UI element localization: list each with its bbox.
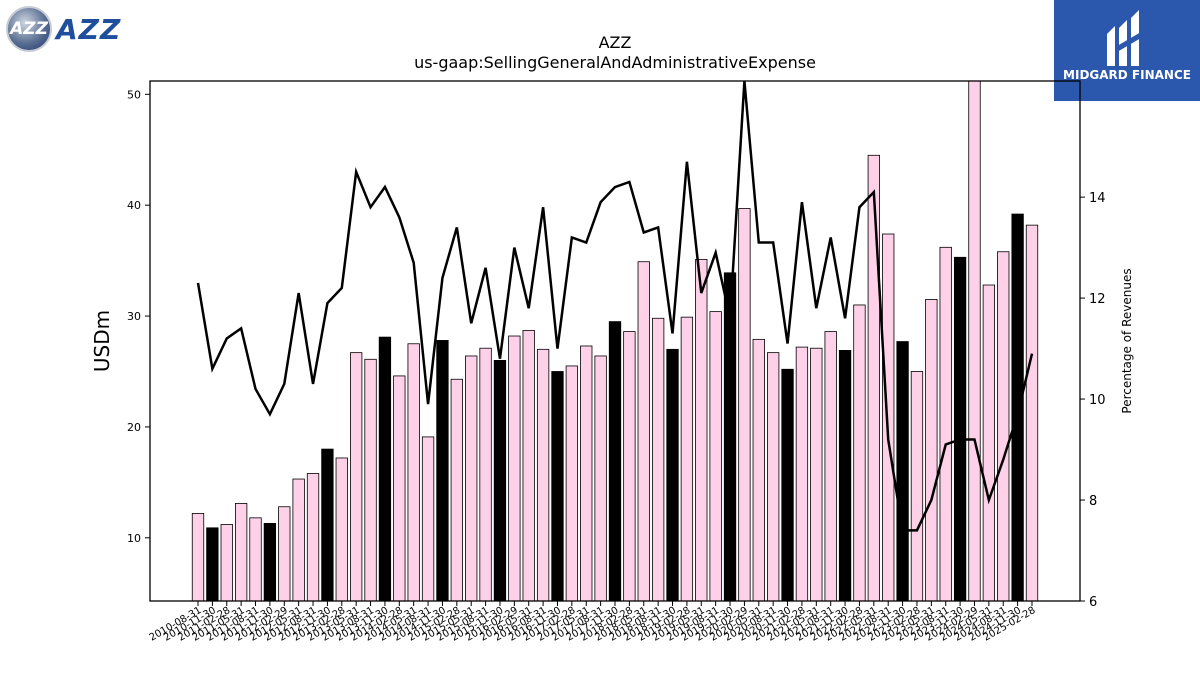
bar-2024-05-31 [982, 284, 996, 602]
bar-2015-05-31 [465, 355, 478, 602]
line-group [196, 80, 1034, 532]
bar-2012-08-31 [306, 473, 320, 602]
bar-2015-02-28 [450, 378, 463, 602]
bar-2024-02-29 [968, 80, 981, 602]
bar-2013-11-30 [378, 336, 392, 602]
bar-2021-11-30 [838, 350, 852, 602]
bar-2022-08-31 [882, 233, 895, 602]
bar-2023-11-30 [953, 256, 967, 602]
azz-logo-emblem: AZZ [6, 6, 52, 52]
y-tick-label-40: 40 [127, 199, 141, 212]
bar-2013-05-31 [350, 352, 363, 602]
bar-2021-08-31 [824, 331, 837, 602]
y2-tick-label-14: 14 [1089, 191, 1106, 206]
y-axis-label: USDm [90, 310, 114, 372]
bar-2018-05-31 [637, 261, 650, 602]
bar-2011-11-30 [263, 522, 277, 602]
bar-2022-02-28 [853, 304, 866, 602]
bar-2018-11-30 [666, 348, 679, 602]
y-tick-label-20: 20 [127, 421, 141, 434]
bar-2012-02-29 [278, 506, 291, 602]
y-tick-label-30: 30 [127, 310, 141, 323]
bar-2010-08-31 [191, 513, 205, 602]
bar-2014-08-31 [421, 436, 435, 602]
bar-2021-02-28 [795, 346, 809, 602]
chart-title: AZZ [599, 33, 632, 52]
azz-logo-wordmark: AZZ [56, 13, 122, 46]
bar-2022-11-30 [896, 341, 909, 602]
bar-2019-02-28 [680, 316, 694, 602]
bar-2017-02-28 [565, 365, 579, 602]
bar-2020-02-29 [738, 208, 751, 602]
bar-2023-02-28 [910, 371, 924, 602]
bar-2020-11-30 [781, 368, 794, 602]
percentage-line [196, 80, 1034, 532]
bar-2011-02-28 [220, 524, 233, 602]
bar-2023-05-31 [925, 299, 938, 602]
bar-2020-05-31 [752, 338, 765, 602]
bar-2012-11-30 [321, 448, 334, 602]
bar-2010-11-30 [206, 527, 219, 602]
bar-2017-11-30 [608, 321, 622, 602]
bar-2013-02-28 [335, 457, 348, 602]
midgard-finance-wordmark: MIDGARD FINANCE [1063, 68, 1191, 82]
midgard-finance-logo: MIDGARD FINANCE [1054, 0, 1200, 101]
bar-2021-05-31 [810, 347, 823, 602]
axes-group: 1020304050681012142010-08-312010-11-3020… [127, 80, 1106, 644]
bar-2014-05-31 [407, 343, 420, 602]
bars-group [191, 80, 1039, 602]
bar-2015-11-30 [493, 359, 507, 602]
chart-subtitle: us-gaap:SellingGeneralAndAdministrativeE… [414, 53, 816, 72]
bar-2014-02-28 [393, 375, 406, 602]
y-tick-label-10: 10 [127, 532, 141, 545]
bar-2016-08-31 [536, 348, 550, 602]
bar-2018-08-31 [651, 317, 665, 602]
bar-2020-08-31 [767, 352, 780, 602]
bar-2019-08-31 [709, 311, 722, 602]
y2-tick-label-12: 12 [1089, 292, 1106, 307]
y-tick-label-50: 50 [127, 88, 141, 101]
bar-2017-05-31 [580, 345, 593, 602]
y2-tick-label-6: 6 [1089, 595, 1097, 610]
midgard-mark-icon [1107, 10, 1141, 66]
bar-2025-02-28 [1025, 224, 1039, 602]
y2-axis-label: Percentage of Revenues [1120, 268, 1134, 413]
bar-2011-08-31 [249, 517, 262, 602]
bar-2015-08-31 [479, 347, 492, 602]
bar-2018-02-28 [623, 331, 636, 602]
bar-2011-05-31 [234, 503, 248, 602]
bar-2024-08-31 [997, 251, 1010, 602]
bar-2022-05-31 [867, 154, 880, 602]
bar-2023-08-31 [939, 246, 952, 602]
bar-2016-11-30 [551, 371, 564, 602]
bar-2019-11-30 [723, 272, 737, 602]
bar-2017-08-31 [594, 355, 607, 602]
bar-2016-05-31 [522, 330, 535, 602]
azz-logo: AZZ AZZ [4, 4, 144, 56]
bar-2012-05-31 [292, 478, 305, 602]
y2-tick-label-10: 10 [1089, 393, 1106, 408]
bar-2014-11-30 [436, 340, 449, 602]
bar-2016-02-29 [508, 335, 521, 602]
bar-2019-05-31 [695, 259, 708, 602]
bar-2013-08-31 [364, 358, 377, 602]
y2-tick-label-8: 8 [1089, 494, 1097, 509]
bar-2024-11-30 [1011, 213, 1024, 602]
